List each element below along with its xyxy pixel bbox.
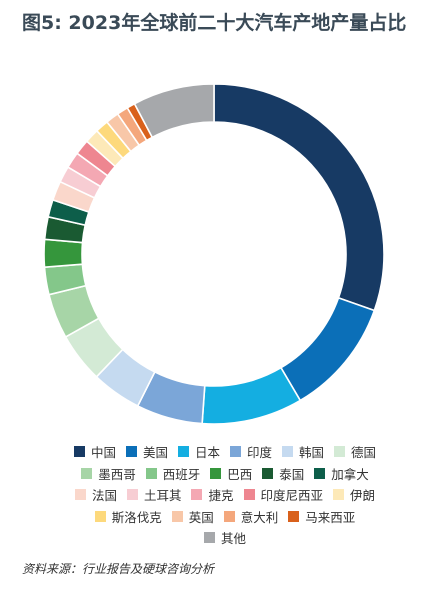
legend-item: 斯洛伐克	[94, 507, 162, 526]
legend-item: 土耳其	[126, 485, 182, 504]
legend-swatch	[243, 489, 255, 501]
legend-label: 巴西	[227, 466, 253, 482]
legend-label: 土耳其	[143, 488, 182, 504]
legend-swatch	[230, 446, 241, 458]
legend-item: 泰国	[262, 464, 304, 483]
legend-label: 捷克	[208, 488, 234, 504]
legend-item: 德国	[334, 442, 376, 461]
legend-row: 法国 土耳其 捷克 印度尼西亚 伊朗	[20, 484, 430, 506]
legend-label: 伊朗	[350, 488, 376, 504]
legend-item: 捷克	[191, 485, 234, 504]
chart-title: 图5: 2023年全球前二十大汽车产地产量占比	[22, 12, 407, 34]
legend-item: 英国	[171, 507, 214, 526]
legend-label: 墨西哥	[98, 466, 136, 482]
legend-swatch	[74, 489, 86, 501]
legend-label: 德国	[351, 445, 377, 461]
legend-item: 巴西	[210, 464, 252, 483]
slice-2	[201, 366, 302, 425]
legend-item: 墨西哥	[81, 464, 136, 483]
slice-20	[133, 83, 215, 139]
legend-item: 伊朗	[333, 485, 375, 504]
chart-legend: 中国 美国 日本 印度 韩国 德国墨西哥 西班牙 巴西 泰国 加拿大法国 土耳其 捷克 印度尼西亚 伊朗斯…	[20, 441, 430, 549]
legend-label: 日本	[194, 445, 220, 461]
legend-item: 美国	[125, 442, 168, 461]
slice-8	[43, 238, 84, 269]
source-note: 资料来源：行业报告及硬球咨询分析	[22, 562, 215, 576]
legend-swatch	[288, 510, 300, 522]
legend-item: 加拿大	[314, 464, 369, 483]
legend-swatch	[334, 446, 346, 458]
legend-swatch	[282, 446, 294, 458]
legend-swatch	[210, 467, 222, 479]
legend-label: 西班牙	[162, 466, 201, 482]
legend-swatch	[314, 467, 326, 479]
legend-swatch	[81, 467, 93, 479]
legend-label: 泰国	[279, 466, 305, 482]
legend-label: 加拿大	[331, 466, 369, 482]
legend-item: 印度	[230, 442, 272, 461]
legend-item: 其他	[203, 528, 246, 547]
legend-label: 马来西亚	[305, 509, 356, 525]
legend-swatch	[333, 489, 345, 501]
legend-swatch	[223, 510, 235, 522]
legend-label: 印度	[247, 445, 273, 461]
legend-label: 其他	[220, 531, 246, 547]
legend-swatch	[171, 510, 183, 522]
legend-label: 斯洛伐克	[111, 509, 162, 525]
slice-0	[213, 83, 385, 312]
legend-swatch	[177, 446, 189, 458]
legend-label: 印度尼西亚	[260, 488, 324, 504]
legend-swatch	[126, 489, 138, 501]
legend-item: 日本	[177, 442, 220, 461]
legend-item: 韩国	[282, 442, 324, 461]
legend-item: 马来西亚	[288, 507, 355, 526]
legend-label: 英国	[188, 509, 214, 525]
legend-row: 斯洛伐克 英国 意大利 马来西亚	[20, 506, 430, 528]
legend-swatch	[73, 446, 85, 458]
legend-item: 意大利	[223, 507, 279, 526]
legend-label: 法国	[91, 488, 117, 504]
legend-label: 意大利	[240, 509, 279, 525]
legend-swatch	[191, 489, 203, 501]
legend-item: 印度尼西亚	[243, 485, 324, 504]
slice-1	[279, 296, 376, 402]
legend-row: 墨西哥 西班牙 巴西 泰国 加拿大	[20, 463, 430, 485]
legend-swatch	[145, 467, 157, 479]
donut-chart	[43, 83, 385, 425]
legend-label: 中国	[90, 445, 116, 461]
legend-swatch	[203, 532, 215, 544]
legend-item: 西班牙	[145, 464, 201, 483]
legend-row: 中国 美国 日本 印度 韩国 德国	[20, 441, 430, 463]
legend-swatch	[262, 467, 274, 479]
legend-label: 美国	[142, 445, 168, 461]
legend-label: 韩国	[299, 445, 325, 461]
legend-item: 中国	[73, 442, 116, 461]
legend-row: 其他	[20, 527, 430, 549]
legend-swatch	[94, 510, 106, 522]
legend-item: 法国	[74, 485, 117, 504]
legend-swatch	[125, 446, 137, 458]
